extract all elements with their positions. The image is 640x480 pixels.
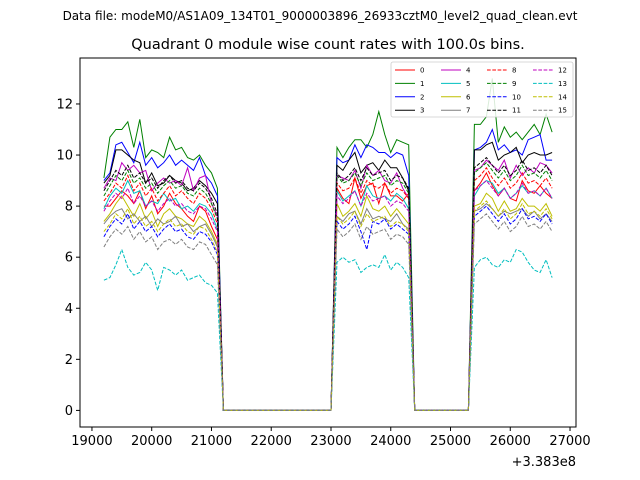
legend-label-0: 0: [420, 67, 424, 75]
chart-title: Quadrant 0 module wise count rates with …: [131, 37, 525, 53]
y-tick-label: 12: [56, 97, 73, 112]
x-tick-label: 22000: [251, 434, 292, 449]
x-tick-label: 27000: [549, 434, 590, 449]
y-tick-label: 4: [65, 302, 73, 317]
legend-label-9: 9: [512, 80, 516, 88]
series-layer: [103, 78, 553, 411]
x-tick-label: 23000: [310, 434, 351, 449]
y-tick-label: 10: [56, 149, 73, 164]
legend-label-4: 4: [466, 67, 471, 75]
legend-label-8: 8: [512, 67, 516, 75]
legend-label-1: 1: [420, 80, 424, 88]
legend-label-13: 13: [558, 80, 567, 88]
legend-label-6: 6: [466, 93, 471, 101]
series-line-15: [103, 213, 553, 411]
plot-frame: [79, 57, 577, 428]
legend-label-5: 5: [466, 80, 470, 88]
legend-label-7: 7: [466, 107, 470, 115]
legend-label-3: 3: [420, 107, 424, 115]
series-line-10: [103, 205, 553, 411]
plot-background: [80, 58, 576, 427]
x-tick-label: 24000: [370, 434, 411, 449]
legend-label-14: 14: [558, 93, 567, 101]
x-tick-label: 20000: [131, 434, 172, 449]
legend-box: [390, 61, 574, 118]
y-tick-label: 6: [65, 251, 73, 266]
x-tick-label: 25000: [430, 434, 471, 449]
y-tick-label: 0: [65, 404, 73, 419]
series-line-13: [103, 248, 553, 411]
plot-area: [80, 58, 576, 427]
x-tick-label: 19000: [71, 434, 112, 449]
figure-suptitle: Data file: modeM0/AS1A09_134T01_90000038…: [63, 9, 578, 23]
axes-layer: 19000 20000 21000 22000 23000 24000 25000 26000…: [56, 57, 591, 449]
y-tick-label: 8: [65, 200, 73, 215]
legend-label-12: 12: [558, 67, 567, 75]
x-tick-label: 26000: [490, 434, 531, 449]
y-tick-label: 2: [65, 353, 73, 368]
legend-label-15: 15: [558, 107, 567, 115]
legend-label-10: 10: [512, 93, 521, 101]
legend-label-2: 2: [420, 93, 424, 101]
x-offset-label: +3.383e8: [512, 455, 576, 470]
legend-label-11: 11: [512, 107, 521, 115]
x-tick-label: 21000: [191, 434, 232, 449]
